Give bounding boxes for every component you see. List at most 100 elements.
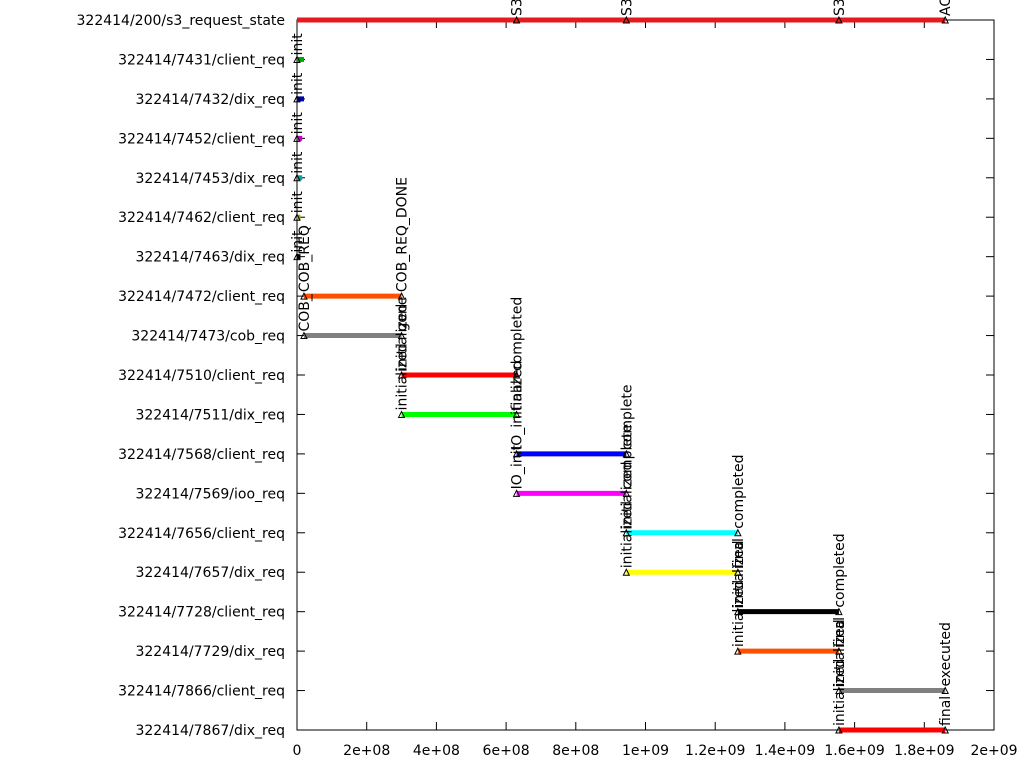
y-row-label: 322414/200/s3_request_state xyxy=(77,13,285,29)
event-marker xyxy=(835,725,843,734)
event-marker xyxy=(622,568,631,576)
y-row-label: 322414/7463/dix_req xyxy=(135,250,285,266)
event-marker xyxy=(622,15,631,24)
event-label: gone xyxy=(395,297,411,332)
event-marker xyxy=(293,55,301,63)
x-tick-label: 6e+08 xyxy=(483,743,530,759)
event-label: IO_initialized xyxy=(510,360,526,449)
event-marker xyxy=(941,15,950,24)
x-tick-label: 1.2e+09 xyxy=(685,743,745,759)
event-label: COB_ xyxy=(297,293,313,331)
event-marker xyxy=(835,15,843,24)
x-tick-label: 1e+09 xyxy=(622,743,669,759)
event-marker xyxy=(622,449,631,458)
y-row-label: 322414/7472/client_req xyxy=(118,289,285,305)
event-marker xyxy=(835,607,843,616)
event-label: init xyxy=(290,191,306,214)
event-label: init xyxy=(290,230,306,253)
x-tick-label: 1.4e+09 xyxy=(755,743,815,759)
event-marker xyxy=(734,528,742,537)
y-row-label: 322414/7431/client_req xyxy=(118,52,285,68)
event-marker xyxy=(397,370,406,379)
event-label: initialized xyxy=(731,580,747,647)
event-marker xyxy=(512,489,521,497)
event-label: initialized xyxy=(395,343,411,410)
event-label: complete xyxy=(619,384,635,449)
event-label: initialized xyxy=(731,540,747,607)
event-label: initialized xyxy=(395,304,411,371)
y-row-label: 322414/7657/dix_req xyxy=(135,565,285,581)
event-label: complete xyxy=(619,424,635,489)
event-label: executed xyxy=(938,622,954,686)
x-tick-label: 2e+08 xyxy=(343,743,390,759)
event-label: initialized xyxy=(832,659,848,726)
event-label: final xyxy=(510,380,526,410)
y-row-label: 322414/7728/client_req xyxy=(118,605,285,621)
event-marker xyxy=(397,291,406,300)
y-row-label: 322414/7867/dix_req xyxy=(135,723,285,739)
y-row-label: 322414/7462/client_req xyxy=(118,210,285,226)
event-marker xyxy=(622,528,631,537)
event-label: completed xyxy=(731,454,747,528)
event-marker xyxy=(941,725,950,734)
event-label: completed xyxy=(510,297,526,371)
event-marker xyxy=(300,331,308,340)
y-row-label: 322414/7432/dix_req xyxy=(135,92,285,108)
event-marker xyxy=(622,489,631,497)
x-tick-label: 8e+08 xyxy=(552,743,599,759)
x-tick-label: 1.8e+09 xyxy=(894,743,954,759)
event-label: init xyxy=(290,72,306,95)
event-marker xyxy=(397,410,406,418)
event-label: initialized xyxy=(619,462,635,529)
event-label: initialized xyxy=(832,619,848,686)
event-marker xyxy=(734,607,742,616)
x-tick-label: 4e+08 xyxy=(413,743,460,759)
event-marker xyxy=(835,686,843,695)
event-marker xyxy=(293,252,301,261)
x-tick-label: 0 xyxy=(293,743,302,759)
event-label: init xyxy=(290,112,306,135)
event-marker xyxy=(293,213,301,221)
event-label: S3 xyxy=(619,0,635,16)
event-label: IO_init xyxy=(510,445,526,490)
y-axis-labels: 322414/200/s3_request_state 322414/7431/c… xyxy=(77,13,285,739)
event-marker xyxy=(512,449,521,458)
event-label: completed xyxy=(832,533,848,607)
event-label: COB_REQ_DONE xyxy=(395,177,411,292)
y-row-label: 322414/7656/client_req xyxy=(118,526,285,542)
event-marker xyxy=(512,15,521,24)
event-marker xyxy=(835,646,843,655)
y-row-label: 322414/7452/client_req xyxy=(118,131,285,147)
y-row-label: 322414/7569/ioo_req xyxy=(136,486,285,502)
timeline-bars xyxy=(297,17,946,733)
event-label: COB_REQ xyxy=(297,225,313,292)
y-row-label: 322414/7866/client_req xyxy=(118,684,285,700)
event-marker xyxy=(397,331,406,340)
x-tick-label: 1.6e+09 xyxy=(824,743,884,759)
event-marker xyxy=(512,370,521,379)
event-marker xyxy=(734,568,742,576)
event-label: final xyxy=(731,538,747,568)
event-marker xyxy=(293,94,301,103)
y-row-label: 322414/7568/client_req xyxy=(118,447,285,463)
event-marker xyxy=(293,134,301,142)
x-axis-labels: 0 2e+08 4e+08 6e+08 8e+08 1e+09 1.2e+09 1.4e+09… xyxy=(293,743,1018,759)
x-tick-label: 2e+09 xyxy=(970,743,1017,759)
event-label: final xyxy=(832,617,848,647)
event-marker xyxy=(734,646,742,655)
event-label: final xyxy=(938,696,954,726)
y-row-label: 322414/7473/cob_req xyxy=(131,329,285,345)
event-marker xyxy=(512,410,521,418)
y-row-label: 322414/7510/client_req xyxy=(118,368,285,384)
y-row-label: 322414/7453/dix_req xyxy=(135,171,285,187)
y-row-label: 322414/7511/dix_req xyxy=(135,407,285,423)
event-marker xyxy=(300,291,308,300)
event-label: initialized xyxy=(619,501,635,568)
event-marker xyxy=(941,686,950,695)
event-label: S3 xyxy=(510,0,526,16)
event-marker xyxy=(293,173,301,182)
event-label: init xyxy=(290,151,306,174)
event-label: init xyxy=(290,33,306,56)
